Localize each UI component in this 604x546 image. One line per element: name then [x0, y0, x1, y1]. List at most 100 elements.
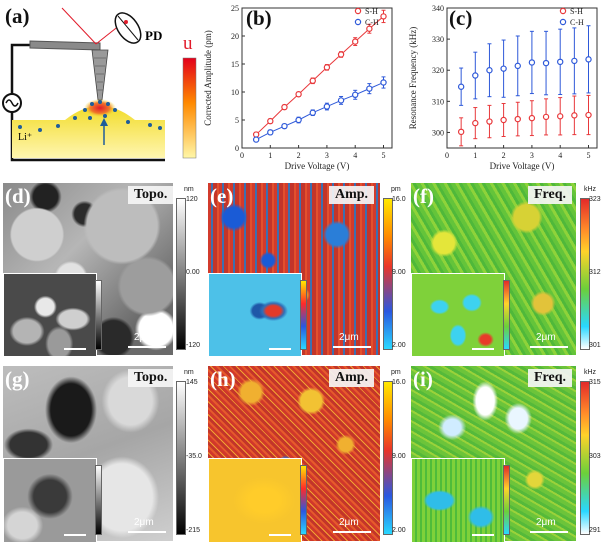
legend-marker — [559, 18, 567, 26]
inset-scale-bar — [64, 348, 86, 350]
legend-label: C-H — [365, 18, 379, 27]
x-tick-label: 4 — [353, 151, 357, 160]
colorbar-min: 301 — [589, 342, 601, 349]
topography-colorbar — [176, 198, 186, 350]
panel-a: (a) — [0, 0, 200, 168]
colorbar-mid: -35.0 — [186, 453, 202, 460]
legend-label: S-H — [570, 7, 583, 16]
data-point — [309, 109, 316, 116]
x-axis-label: Drive Voltage (V) — [285, 161, 350, 171]
data-point — [514, 115, 521, 123]
data-point — [528, 114, 536, 122]
scale-label: 2μm — [536, 517, 556, 528]
data-point — [542, 113, 550, 121]
data-point — [323, 64, 331, 71]
data-point — [267, 129, 274, 136]
x-axis-label: Drive Voltage (V) — [490, 161, 555, 171]
frequency-inset — [411, 273, 505, 357]
panel-h: Amp. 2μm pm 16.0 9.00 2.00 (h) — [205, 363, 406, 545]
scale-label: 2μm — [536, 332, 556, 343]
data-point — [252, 136, 260, 143]
series-line — [255, 16, 384, 135]
data-point — [457, 128, 465, 136]
panel-h-tag: Amp. — [329, 369, 375, 387]
inset-scale-bar — [472, 534, 494, 536]
data-point — [366, 25, 373, 32]
y-tick-label: 25 — [231, 4, 239, 13]
x-tick-label: 2 — [502, 151, 506, 160]
data-point — [585, 111, 592, 119]
topography-inset — [3, 273, 97, 357]
colorbar-unit: nm — [184, 186, 194, 193]
amplitude-inset — [208, 273, 302, 357]
x-tick-label: 5 — [587, 151, 591, 160]
inset-scale-bar — [64, 534, 86, 536]
data-point — [323, 103, 331, 110]
colorbar-min: 2.00 — [392, 527, 406, 534]
panel-i-label: (i) — [413, 367, 433, 391]
colorbar-unit: kHz — [584, 186, 597, 193]
panel-d: Topo. 2μm nm 120 0.00 -120 (d) — [0, 180, 200, 360]
panel-i-tag: Freq. — [528, 369, 573, 387]
colorbar-mid: 303 — [589, 453, 601, 460]
li-label: Li⁺ — [18, 132, 33, 143]
x-tick-label: 3 — [530, 151, 534, 160]
pd-label: PD — [145, 28, 163, 43]
panel-e-label: (e) — [210, 184, 234, 208]
data-point — [366, 85, 373, 92]
frequency-colorbar — [580, 198, 590, 350]
y-tick-label: 310 — [432, 97, 444, 106]
colorbar-max: 315 — [589, 379, 601, 386]
data-point — [500, 116, 507, 124]
legend-marker — [354, 18, 362, 26]
inset-colorbar — [300, 465, 307, 535]
data-point — [380, 79, 387, 86]
amplitude-chart: 0 1 2 3 4 5 0 5 10 15 20 25 Drive Voltage (V) Correct… — [203, 4, 393, 171]
scale-label: 2μm — [339, 517, 359, 528]
panel-c: (c) 0 1 2 3 4 5 300 310 320 330 340 Drive Voltage (… — [405, 0, 604, 180]
x-tick-label: 3 — [325, 151, 329, 160]
colorbar-max: 323 — [589, 196, 601, 203]
scale-label: 2μm — [134, 332, 154, 343]
amplitude-colorbar — [383, 381, 393, 535]
data-point — [486, 118, 493, 125]
data-point — [252, 131, 260, 138]
data-point — [571, 57, 578, 65]
panel-b-label: (b) — [246, 6, 272, 30]
data-point — [557, 113, 564, 120]
panel-f-tag: Freq. — [528, 186, 573, 204]
scale-label: 2μm — [134, 517, 154, 528]
data-point — [281, 103, 288, 111]
colorbar-min: 291 — [589, 527, 601, 534]
inset-scale-bar — [269, 348, 291, 350]
colorbar-max: 120 — [186, 196, 198, 203]
data-point — [337, 97, 345, 104]
data-point — [528, 59, 536, 66]
y-tick-label: 10 — [231, 88, 239, 97]
scale-bar — [333, 531, 371, 533]
colorbar-mid: 9.00 — [392, 453, 406, 460]
y-axis-label: Resonance Frequency (kHz) — [408, 27, 418, 129]
panel-e-tag: Amp. — [329, 186, 375, 204]
legend-marker — [354, 7, 362, 15]
colorbar-max: 16.0 — [392, 379, 406, 386]
data-point — [337, 51, 345, 58]
scale-bar — [128, 346, 166, 348]
inset-scale-bar — [472, 348, 494, 350]
data-point — [380, 13, 387, 20]
data-point — [457, 83, 465, 90]
data-point — [267, 117, 274, 125]
scale-bar — [530, 346, 568, 348]
colorbar-max: 16.0 — [392, 196, 406, 203]
y-tick-label: 15 — [231, 60, 239, 69]
x-tick-label: 5 — [382, 151, 386, 160]
panel-i: Freq. 2μm kHz 315 303 291 (i) — [408, 363, 604, 545]
plot-frame — [241, 7, 393, 149]
inset-colorbar — [95, 465, 102, 535]
inset-colorbar — [300, 280, 307, 350]
u-colorbar — [182, 57, 197, 159]
panel-g: Topo. 2μm nm 145 -35.0 -215 (g) — [0, 363, 202, 545]
x-tick-label: 1 — [268, 151, 272, 160]
data-point — [281, 122, 288, 130]
data-point — [472, 119, 479, 127]
